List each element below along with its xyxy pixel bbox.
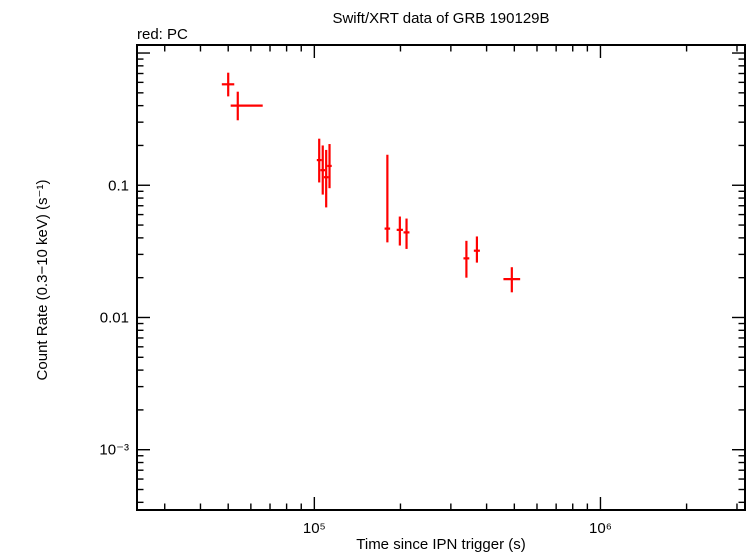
chart-title: Swift/XRT data of GRB 190129B [332, 10, 549, 27]
y-tick-label: 0.01 [100, 309, 129, 326]
y-tick-label: 10⁻³ [99, 442, 129, 459]
x-tick-label: 10⁵ [303, 520, 326, 537]
mode-label: red: PC [137, 26, 188, 43]
x-tick-label: 10⁶ [589, 520, 612, 537]
plot-frame [136, 44, 746, 511]
x-axis-label: Time since IPN trigger (s) [356, 536, 525, 553]
y-axis-label: Count Rate (0.3−10 keV) (s⁻¹) [34, 180, 51, 381]
y-tick-label: 0.1 [108, 177, 129, 194]
